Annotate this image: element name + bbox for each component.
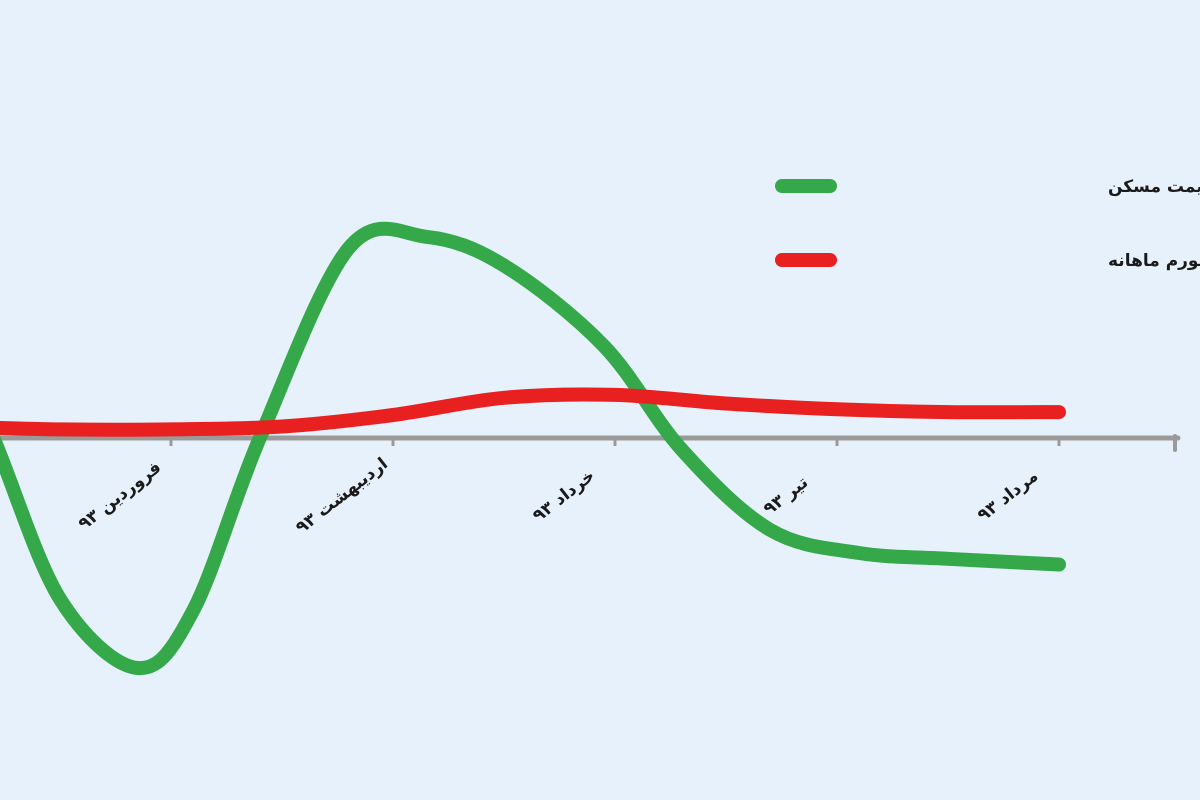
legend-label-1: نرخ تورم ماهانه xyxy=(1108,251,1200,271)
x-tick-label: تیر ۹۳ xyxy=(760,473,812,520)
x-axis xyxy=(0,434,1181,452)
x-tick-label: فروردین ۹۳ xyxy=(75,458,165,535)
series-group xyxy=(0,221,1066,676)
x-tick-label: خرداد ۹۳ xyxy=(529,466,599,527)
x-tick-label: اردیبهشت ۹۳ xyxy=(292,454,392,538)
legend: نرخ رشد ماهانه قیمت مسکن نرخ تورم ماهانه xyxy=(775,177,1200,271)
series-line-0 xyxy=(0,221,1066,676)
series-line-1 xyxy=(0,387,1066,437)
legend-label-0: نرخ رشد ماهانه قیمت مسکن xyxy=(1108,177,1200,197)
x-tick-label: مرداد ۹۳ xyxy=(974,466,1042,526)
